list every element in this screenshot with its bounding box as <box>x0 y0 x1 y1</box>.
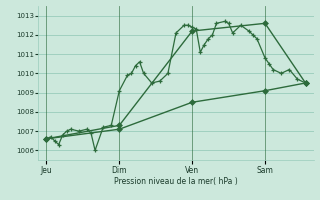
X-axis label: Pression niveau de la mer( hPa ): Pression niveau de la mer( hPa ) <box>114 177 238 186</box>
